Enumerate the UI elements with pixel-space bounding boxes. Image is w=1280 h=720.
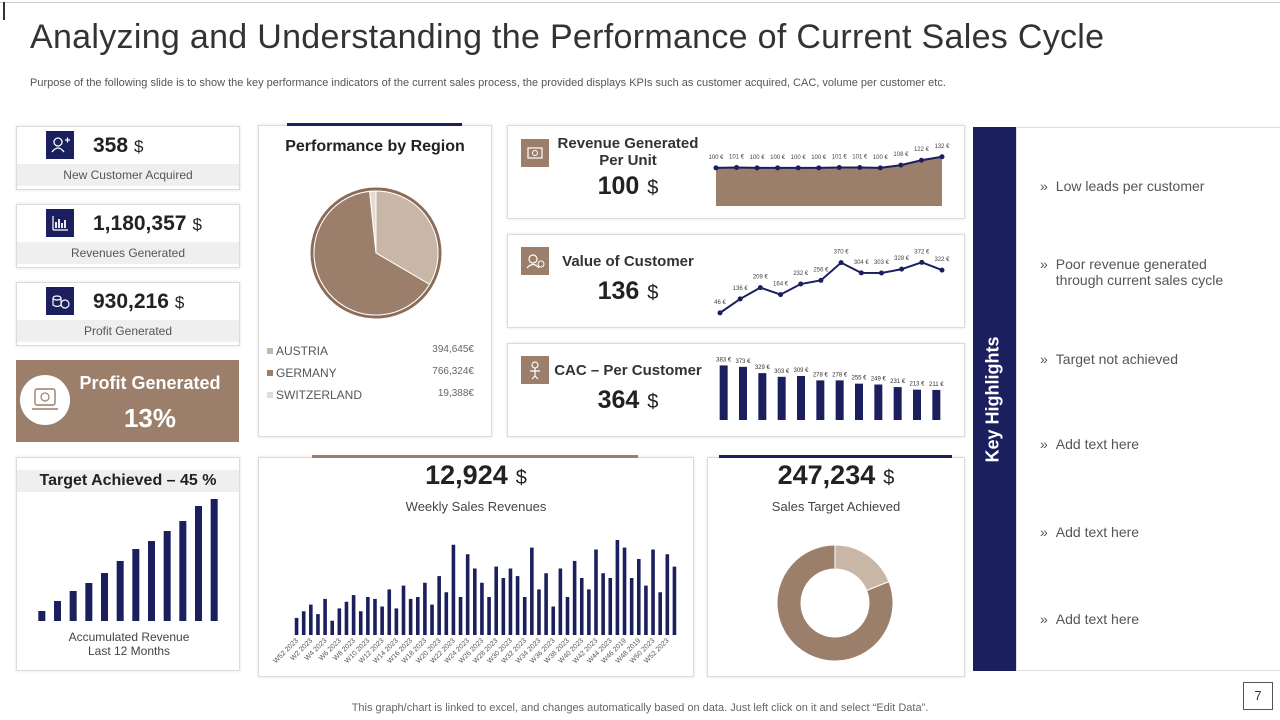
sales-target-unit: $ [883,467,895,489]
highlight-text: Target not achieved [1055,351,1178,367]
card-value: 364 [597,386,640,414]
card-title: Revenue Generated Per Unit [557,135,699,169]
accent-bar [719,455,952,458]
target-label: Accumulated Revenue Last 12 Months [68,630,190,658]
highlight-text: Add text here [1055,436,1140,452]
card-unit: $ [647,282,659,304]
kpi-label: New Customer Acquired [17,164,239,186]
profit-value: 13% [123,403,177,433]
title: Analyzing and Understanding the Performa… [30,18,1105,56]
highlight-text: Add text here [1055,611,1140,627]
kpi-unit: $ [134,137,144,156]
highlights-bar: Key Highlights [973,127,1016,671]
page-number: 7 [1243,682,1273,710]
kpi-unit: $ [192,215,202,234]
kpi-value: 358 [93,134,129,157]
accent-bar [287,123,462,126]
accent-bar [312,455,638,458]
cac-card: CAC – Per Customer 364 $ [507,343,965,437]
card-unit: $ [647,391,659,413]
subtitle: Purpose of the following slide is to sho… [30,77,946,89]
highlight-item: » Poor revenue generated through current … [1040,256,1240,288]
card-unit: $ [647,177,659,199]
card-title: CAC – Per Customer [554,362,702,379]
weekly-label: Weekly Sales Revenues [405,499,547,514]
weekly-unit: $ [515,467,527,489]
highlight-item: » Target not achieved [1040,351,1178,367]
profit-title: Profit Generated [79,373,221,393]
target-title: Target Achieved – 45 % [17,470,239,492]
highlight-text: Poor revenue generated through current s… [1055,256,1224,288]
target-card: Target Achieved – 45 % Accumulated Reven… [16,457,240,671]
weekly-card: 12,924 $ Weekly Sales Revenues [258,457,694,677]
kpi-label: Profit Generated [17,320,239,342]
sales-target-label: Sales Target Achieved [771,499,901,514]
region-card: Performance by Region [258,125,492,437]
footer-note: This graph/chart is linked to excel, and… [351,702,929,714]
kpi-card: 1,180,357 $ Revenues Generated [16,204,240,268]
sales-target-card: 247,234 $ Sales Target Achieved [707,457,965,677]
highlights-title: Key Highlights [982,336,1003,463]
kpi-card: 358 $ New Customer Acquired [16,126,240,190]
icon [521,356,549,384]
icon [46,131,74,159]
sales-target-value: 247,234 [777,460,876,490]
highlight-text: Add text here [1055,524,1140,540]
highlight-item: » Add text here [1040,524,1140,540]
region-title: Performance by Region [285,138,465,155]
highlight-item: » Add text here [1040,611,1140,627]
weekly-value: 12,924 [425,460,508,490]
icon [521,139,549,167]
highlight-item: » Add text here [1040,436,1140,452]
kpi-label: Revenues Generated [17,242,239,264]
highlight-item: » Low leads per customer [1040,178,1205,194]
icon [20,375,70,425]
icon [521,247,549,275]
highlight-text: Low leads per customer [1055,178,1205,194]
kpi-value: 1,180,357 [93,212,187,235]
customer-value-card: Value of Customer 136 $ [507,234,965,328]
card-value: 136 [597,277,640,305]
card-title: Value of Customer [562,253,694,270]
revenue-unit-card: Revenue Generated Per Unit 100 $ [507,125,965,219]
kpi-unit: $ [174,293,185,312]
profit-box: Profit Generated 13% [16,360,239,442]
top-rule [0,2,1280,3]
icon [46,209,74,237]
corner-mark [3,2,5,20]
highlights-panel [1016,127,1280,671]
kpi-value: 930,216 [93,290,169,313]
kpi-card: 930,216 $ Profit Generated [16,282,240,346]
card-value: 100 [597,172,640,200]
icon [46,287,74,315]
